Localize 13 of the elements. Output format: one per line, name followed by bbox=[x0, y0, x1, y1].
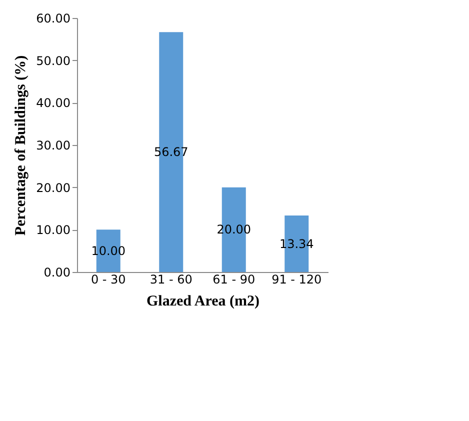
y-tick-label: 10.00 bbox=[36, 223, 70, 238]
x-tick-label: 91 - 120 bbox=[272, 272, 322, 286]
y-axis-title: Percentage of Buildings (%) bbox=[13, 55, 30, 236]
x-tick-label: 61 - 90 bbox=[212, 272, 256, 286]
x-tick-label: 31 - 60 bbox=[150, 272, 192, 286]
x-tick-label: 0 - 30 bbox=[90, 272, 126, 286]
x-axis-title: Glazed Area (m2) bbox=[146, 294, 260, 310]
y-tick-label: 0.00 bbox=[44, 266, 70, 280]
y-tick-label: 40.00 bbox=[36, 96, 70, 110]
y-tick-label: 50.00 bbox=[36, 54, 70, 68]
y-tick-label: 60.00 bbox=[36, 12, 70, 26]
y-tick-label: 30.00 bbox=[36, 138, 70, 152]
y-tick-label: 20.00 bbox=[36, 180, 70, 195]
